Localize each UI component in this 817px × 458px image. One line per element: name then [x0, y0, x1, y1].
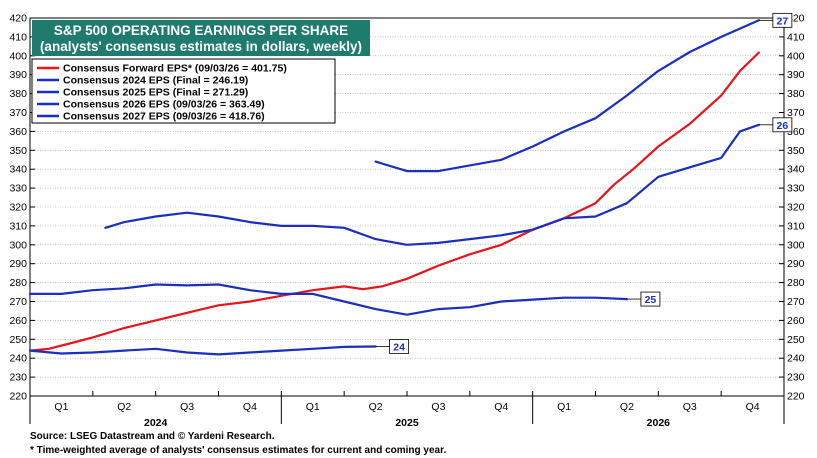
y-tick-label-right: 250	[787, 334, 805, 346]
year-label: 2025	[395, 417, 419, 429]
end-label-box	[640, 291, 661, 307]
y-tick-label-left: 420	[9, 13, 27, 25]
y-axis-right: 220 230 240 250 260 270 280 290 300 310 320 330 340 3…	[779, 13, 805, 403]
title-box: S&P 500 OPERATING EARNINGS PER SHARE (an…	[32, 20, 370, 56]
series-lines	[28, 19, 760, 356]
footnote: * Time-weighted average of analysts' con…	[30, 445, 447, 456]
end-label-24: 24	[393, 342, 405, 354]
y-axis-left: 220 230 240 250 260 270 280 290 300 310 320 330 340 3…	[9, 13, 35, 403]
y-tick-label-left: 370	[9, 107, 27, 119]
y-tick-label-right: 270	[787, 296, 805, 308]
y-tick-label-left: 220	[9, 391, 27, 403]
series-line-0	[28, 51, 760, 352]
end-label-box	[772, 12, 793, 28]
x-tick-label: Q4	[494, 401, 508, 413]
y-tick-label-right: 370	[787, 107, 805, 119]
y-tick-label-right: 220	[787, 391, 805, 403]
series-line-1	[28, 345, 377, 356]
y-tick-label-right: 240	[787, 353, 805, 365]
y-tick-label-left: 390	[9, 69, 27, 81]
y-tick-label-right: 340	[787, 164, 805, 176]
x-tick-label: Q1	[557, 401, 571, 413]
y-tick-label-left: 380	[9, 88, 27, 100]
y-tick-label-left: 410	[9, 31, 27, 43]
legend-label-1: Consensus 2024 EPS (Final = 246.19)	[63, 75, 248, 87]
y-tick-label-left: 270	[9, 296, 27, 308]
x-tick-label: Q1	[306, 401, 320, 413]
y-tick-label-left: 330	[9, 183, 27, 195]
end-label-27: 27	[777, 15, 789, 27]
end-label-box	[389, 339, 409, 354]
y-tick-label-right: 300	[787, 239, 805, 251]
y-tick-label-left: 320	[9, 202, 27, 214]
y-tick-label-left: 250	[9, 334, 27, 346]
x-tick-label: Q3	[683, 401, 697, 413]
y-tick-label-right: 290	[787, 258, 805, 270]
end-label-26: 26	[777, 120, 789, 132]
series-line-3	[104, 123, 760, 246]
x-tick-label: Q2	[117, 401, 131, 413]
x-axis: Q1 Q2 Q3 Q4 Q1 Q2 Q3 Q4 Q1 Q2 Q3 Q4 2024 2025 2026	[29, 391, 785, 429]
y-tick-label-left: 360	[9, 126, 27, 138]
y-tick-label-left: 240	[9, 353, 27, 365]
y-tick-label-right: 330	[787, 183, 805, 195]
y-tick-label-right: 350	[787, 145, 805, 157]
y-tick-label-right: 390	[787, 69, 805, 81]
y-tick-label-right: 410	[787, 31, 805, 43]
y-tick-label-right: 400	[787, 50, 805, 62]
y-tick-label-left: 310	[9, 220, 27, 232]
y-tick-label-right: 380	[787, 88, 805, 100]
x-tick-label: Q1	[54, 401, 68, 413]
legend: Consensus Forward EPS* (09/03/26 = 401.7…	[31, 58, 336, 124]
y-tick-label-left: 260	[9, 315, 27, 327]
y-tick-label-left: 340	[9, 164, 27, 176]
x-tick-label: Q2	[369, 401, 383, 413]
legend-label-2: Consensus 2025 EPS (Final = 271.29)	[63, 87, 248, 99]
source-note: Source: LSEG Datastream and © Yardeni Re…	[30, 431, 275, 442]
year-label: 2026	[647, 417, 671, 429]
series-line-4	[374, 19, 760, 173]
y-tick-label-right: 260	[787, 315, 805, 327]
y-tick-label-right: 310	[787, 220, 805, 232]
y-tick-label-right: 280	[787, 277, 805, 289]
x-tick-label: Q3	[431, 401, 445, 413]
x-tick-label: Q2	[620, 401, 634, 413]
chart-subtitle: (analysts' consensus estimates in dollar…	[40, 39, 362, 54]
y-tick-label-right: 230	[787, 372, 805, 384]
end-label-25: 25	[645, 294, 657, 306]
legend-label-4: Consensus 2027 EPS (09/03/26 = 418.76)	[63, 111, 265, 123]
series-end-labels: 24 25 26 27	[375, 12, 793, 354]
x-tick-label: Q4	[243, 401, 257, 413]
y-tick-label-left: 230	[9, 372, 27, 384]
y-tick-label-left: 300	[9, 239, 27, 251]
series-line-2	[28, 283, 628, 316]
end-label-box	[772, 117, 793, 133]
legend-label-0: Consensus Forward EPS* (09/03/26 = 401.7…	[63, 63, 287, 75]
y-tick-label-left: 400	[9, 50, 27, 62]
x-tick-label: Q4	[746, 401, 760, 413]
y-tick-label-right: 320	[787, 202, 805, 214]
x-tick-label: Q3	[180, 401, 194, 413]
y-tick-label-left: 280	[9, 277, 27, 289]
legend-label-3: Consensus 2026 EPS (09/03/26 = 363.49)	[63, 99, 265, 111]
y-tick-label-left: 350	[9, 145, 27, 157]
y-tick-label-left: 290	[9, 258, 27, 270]
year-label: 2024	[144, 417, 168, 429]
chart-title: S&P 500 OPERATING EARNINGS PER SHARE	[54, 23, 348, 38]
